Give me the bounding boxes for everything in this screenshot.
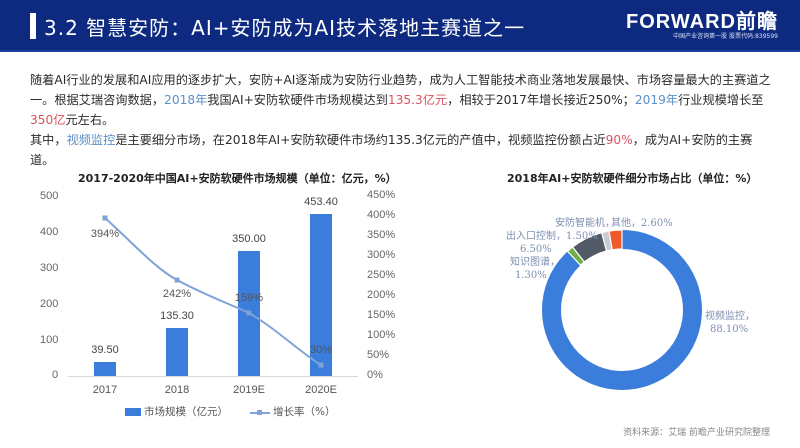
right-chart-title: 2018年AI+安防软硬件细分市场占比（单位：%）	[507, 172, 758, 185]
donut-label-video-surveillance: 视频监控，	[705, 311, 755, 322]
text-span: 元左右。	[65, 113, 115, 127]
x-axis-baseline	[68, 376, 358, 377]
right-axis-tick: 400%	[367, 209, 396, 221]
bar-2020e	[310, 214, 332, 376]
line-swatch-icon	[250, 408, 270, 416]
legend-item-market-size: 市场规模（亿元）	[125, 404, 228, 419]
left-axis-tick: 300	[40, 262, 59, 274]
left-chart-title: 2017-2020年中国AI+安防软硬件市场规模（单位：亿元，%）	[78, 172, 397, 185]
donut-label-access-control-pct: 6.50%	[520, 244, 552, 255]
donut-label-knowledge-graph-pct: 1.30%	[515, 270, 547, 281]
right-axis-tick: 300%	[367, 249, 396, 261]
text-span: 随着AI行业的发展和AI应用的逐步扩大，安防+AI逐渐成为安防行业趋势，成为人工…	[30, 73, 771, 107]
bar-value-label: 135.30	[160, 310, 194, 322]
highlight-year-2018: 2018年	[164, 93, 208, 107]
highlight-video-surveillance: 视频监控	[66, 133, 116, 147]
growth-value-label: 394%	[90, 228, 120, 240]
right-axis-tick: 50%	[367, 349, 390, 361]
text-span: ，成为AI+安防的主赛道。	[30, 133, 753, 167]
left-axis-tick: 500	[40, 190, 59, 202]
highlight-value-2019: 350亿	[30, 113, 66, 127]
right-axis-tick: 450%	[367, 189, 396, 201]
bar-swatch-icon	[125, 407, 141, 416]
x-axis-label: 2020E	[305, 384, 337, 396]
left-axis-tick: 100	[40, 334, 59, 346]
paragraph-2: 其中，视频监控是主要细分市场，在2018年AI+安防软硬件市场约135.3亿元的…	[30, 130, 775, 170]
legend-label: 市场规模（亿元）	[144, 406, 228, 418]
donut-label-smart-device: 安防智能机，	[555, 218, 615, 229]
donut-label-video-surveillance-pct: 88.10%	[710, 324, 749, 335]
growth-value-label: 242%	[162, 288, 192, 300]
right-axis-tick: 150%	[367, 309, 396, 321]
left-axis-tick: 200	[40, 298, 59, 310]
donut-label-access-control: 出入口控制，1.50%	[506, 231, 598, 242]
paragraph-1: 随着AI行业的发展和AI应用的逐步扩大，安防+AI逐渐成为安防行业趋势，成为人工…	[30, 70, 775, 130]
bar-value-label: 39.50	[91, 344, 119, 356]
text-span: 其中，	[30, 133, 67, 147]
brand-subtitle: 中国产业咨询第一股 股票代码:839599	[673, 33, 778, 40]
bar-value-label: 350.00	[232, 233, 266, 245]
donut-label-knowledge-graph: 知识图谱，	[510, 257, 560, 268]
data-source-note: 资料来源：艾瑞 前瞻产业研究院整理	[623, 428, 770, 438]
text-span: ，相较于2017年增长接近250%；	[447, 93, 635, 107]
highlight-pct-90: 90%	[605, 133, 633, 147]
legend-item-growth-rate: 增长率（%）	[250, 404, 335, 419]
page-title: 3.2 智慧安防：AI+安防成为AI技术落地主赛道之一	[44, 16, 526, 40]
right-axis-tick: 100%	[367, 329, 396, 341]
title-accent-bar	[30, 13, 36, 39]
x-axis-label: 2018	[164, 384, 190, 396]
highlight-value-2018: 135.3亿元	[387, 93, 448, 107]
text-span: 是主要细分市场，在2018年AI+安防软硬件市场约135.3亿元的产值中，视频监…	[115, 133, 606, 147]
text-span: 行业规模增长至	[678, 93, 764, 107]
brand-name: FORWARD前瞻	[626, 11, 778, 33]
bar-value-label: 453.40	[304, 196, 338, 208]
text-span: 我国AI+安防软硬件市场规模达到	[207, 93, 388, 107]
chart-legend: 市场规模（亿元） 增长率（%）	[125, 404, 357, 419]
left-axis-tick: 400	[40, 226, 59, 238]
legend-label: 增长率（%）	[273, 406, 336, 418]
x-axis-label: 2017	[92, 384, 118, 396]
donut-label-other: 其他，2.60%	[611, 218, 673, 229]
brand-logo: FORWARD前瞻 中国产业咨询第一股 股票代码:839599	[626, 12, 778, 42]
growth-value-label: 30%	[309, 344, 333, 356]
left-axis-tick: 0	[52, 369, 59, 381]
right-axis-tick: 200%	[367, 289, 396, 301]
growth-value-label: 159%	[234, 292, 264, 304]
right-axis-tick: 350%	[367, 229, 396, 241]
highlight-year-2019: 2019年	[634, 93, 679, 107]
x-axis-label: 2019E	[233, 384, 265, 396]
bar-2017	[94, 362, 116, 376]
body-text: 随着AI行业的发展和AI应用的逐步扩大，安防+AI逐渐成为安防行业趋势，成为人工…	[30, 70, 775, 170]
bar-2018	[166, 328, 188, 376]
right-axis-tick: 0%	[367, 369, 383, 381]
right-axis-tick: 250%	[367, 269, 396, 281]
header-banner: 3.2 智慧安防：AI+安防成为AI技术落地主赛道之一 FORWARD前瞻 中国…	[0, 0, 800, 52]
